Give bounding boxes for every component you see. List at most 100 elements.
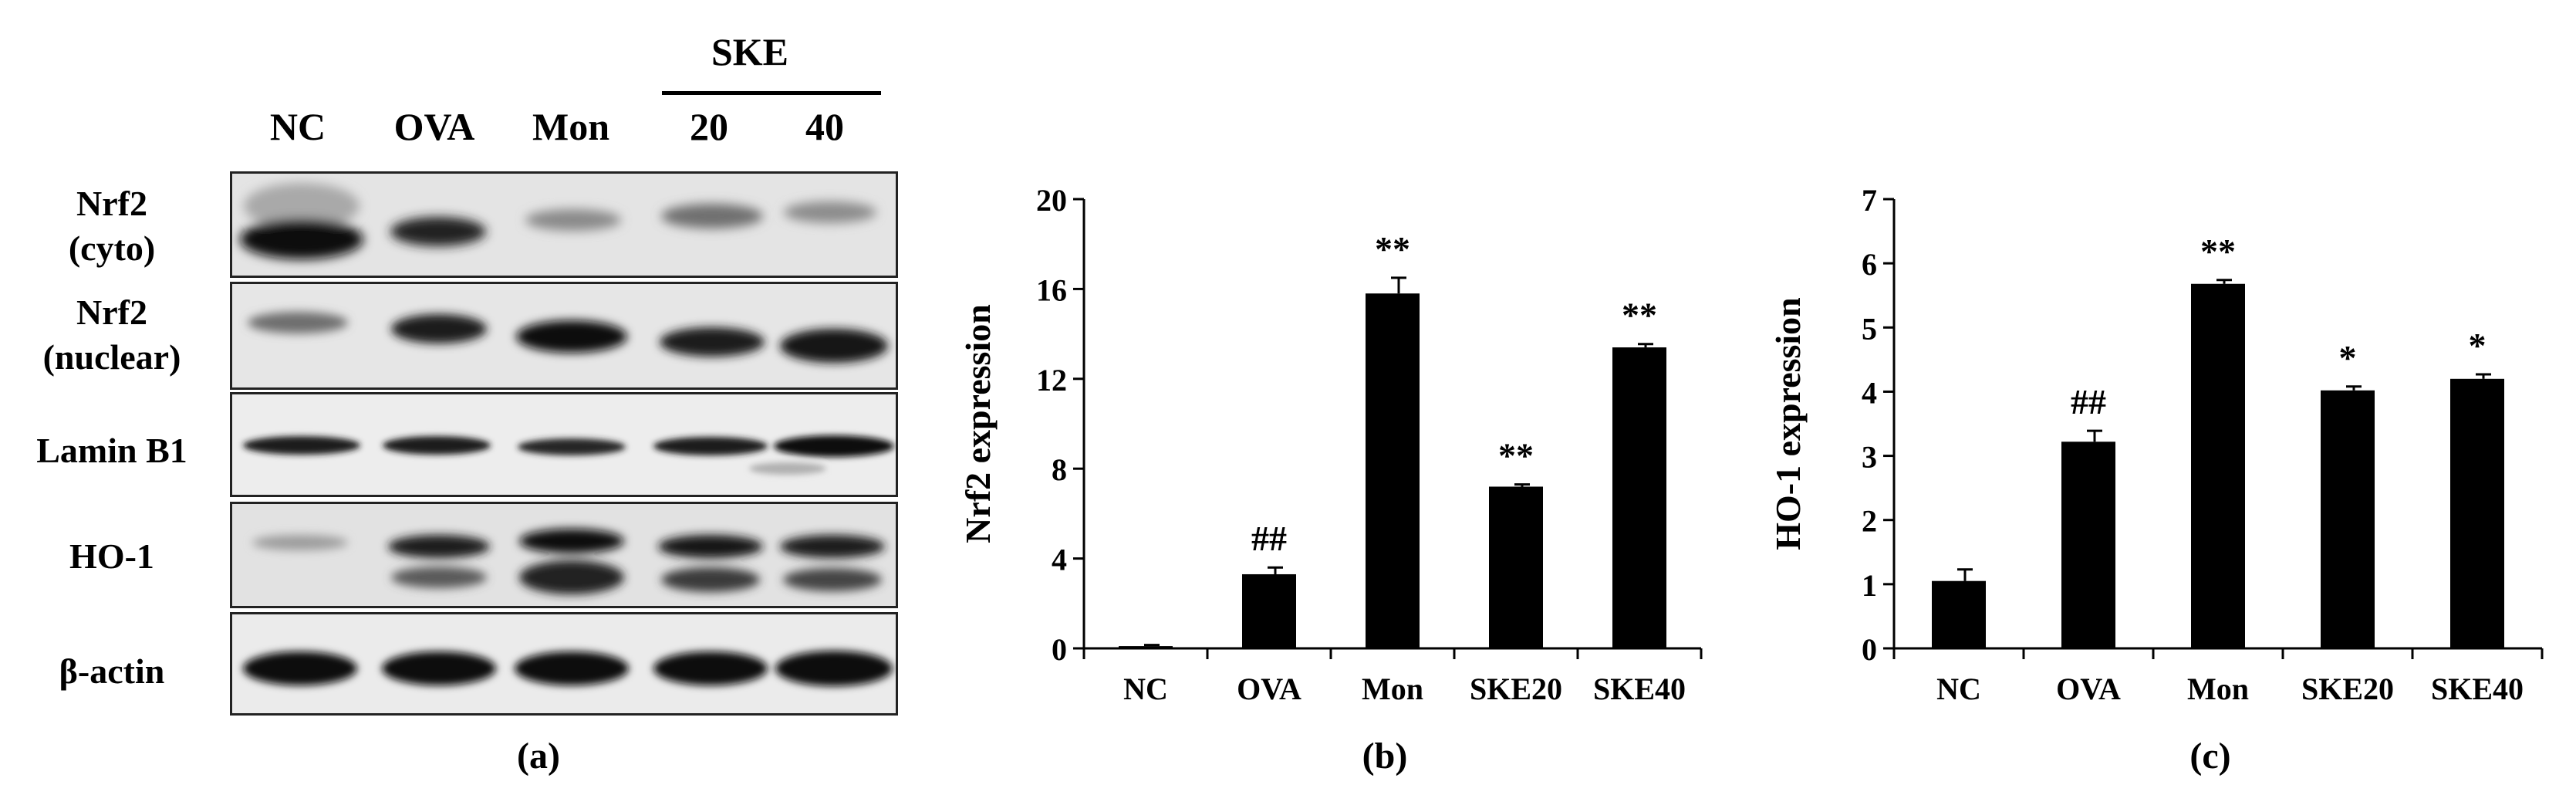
bar <box>2191 283 2245 648</box>
y-axis-label: HO-1 expression <box>1768 297 1808 550</box>
band-beta-actin-nc <box>243 651 357 685</box>
bar <box>1119 646 1173 648</box>
band-nrf2-cyto-ske40 <box>784 201 876 223</box>
band-lamin-b1-ova <box>383 436 491 455</box>
blot-nrf2-cyto-bands <box>240 183 876 259</box>
band-beta-actin-ova <box>382 651 496 685</box>
y-tick-label: 20 <box>1036 183 1067 218</box>
significance-label: ## <box>2071 382 2106 421</box>
panel-c-caption: (c) <box>2189 736 2231 776</box>
y-tick-label: 16 <box>1036 272 1067 307</box>
band-ho1-mon <box>519 529 624 553</box>
band-beta-actin-ske20 <box>653 651 768 685</box>
lane-label-ske40: 40 <box>805 105 844 148</box>
y-tick-label: 7 <box>1862 183 1877 218</box>
blot-nrf2-cyto <box>230 171 898 278</box>
band-ho1-ske20 <box>658 535 763 558</box>
y-tick-label: 4 <box>1862 375 1877 410</box>
significance-label: * <box>2469 326 2487 365</box>
row-label-line1: Nrf2 <box>76 184 147 223</box>
lane-label-ova: OVA <box>393 105 475 148</box>
y-tick-label: 12 <box>1036 363 1067 398</box>
band-nrf2-cyto-mon <box>525 209 621 231</box>
blot-lamin-b1-bands <box>243 435 894 475</box>
band-smear <box>661 567 760 592</box>
band-ho1-ova <box>388 535 490 558</box>
row-label-ho1: HO-1 <box>69 536 154 576</box>
y-tick-label: 8 <box>1052 452 1067 487</box>
band-ho1-ske40 <box>780 535 885 558</box>
lane-label-nc: NC <box>269 105 326 148</box>
band-nrf2-nuclear-ske40 <box>780 329 888 363</box>
bar <box>2321 390 2375 648</box>
band-nrf2-nuclear-ske20 <box>660 327 765 357</box>
x-tick-label: OVA <box>2056 672 2121 706</box>
band-smear <box>391 567 487 588</box>
bar <box>1489 486 1543 648</box>
x-tick-label: Mon <box>1362 672 1423 706</box>
band-nrf2-nuclear-nc <box>248 312 348 333</box>
blot-ho1 <box>230 502 898 608</box>
x-tick-label: NC <box>1936 672 1981 706</box>
band-smear <box>783 568 882 591</box>
band-nrf2-nuclear-mon <box>516 320 627 353</box>
blot-beta-actin-bands <box>243 651 893 686</box>
blot-nrf2-nuclear <box>230 282 898 390</box>
x-tick-label: Mon <box>2187 672 2249 706</box>
x-tick-label: SKE40 <box>1593 672 1686 706</box>
blot-ho1-bands <box>252 529 885 594</box>
x-tick-label: SKE20 <box>2301 672 2394 706</box>
bar <box>1612 347 1666 648</box>
bar <box>1366 293 1420 648</box>
y-tick-label: 0 <box>1862 632 1877 667</box>
band-nrf2-cyto-ske20 <box>661 204 763 228</box>
blot-lamin-b1 <box>230 392 898 497</box>
lane-label-ske20: 20 <box>690 105 728 148</box>
row-label-nrf2-cyto: Nrf2 (cyto) <box>0 181 224 271</box>
row-label-line1: Nrf2 <box>76 293 147 332</box>
y-tick-label: 2 <box>1862 504 1877 539</box>
blot-beta-actin <box>230 612 898 716</box>
row-label-line2: (cyto) <box>68 228 156 268</box>
band-beta-actin-mon <box>515 651 629 685</box>
band-nrf2-cyto-ova <box>390 217 486 246</box>
band-smear <box>244 183 360 229</box>
x-tick-label: OVA <box>1237 672 1302 706</box>
blot-nrf2-nuclear-bands <box>248 312 888 363</box>
band-lamin-b1-mon <box>518 438 626 455</box>
y-tick-label: 0 <box>1052 632 1067 667</box>
chart-ho1: 0 1 2 3 4 5 6 7 HO-1 expression NC ## OVA ** Mon * SKE2… <box>1768 183 2544 706</box>
significance-label: ** <box>1498 436 1534 475</box>
significance-label: ** <box>2200 232 2236 271</box>
band-ho1-nc <box>252 535 348 550</box>
ske-group-line <box>662 91 881 95</box>
bar <box>2450 378 2504 648</box>
significance-label: * <box>2339 338 2357 377</box>
band-smear <box>519 560 624 594</box>
significance-label: ** <box>1622 296 1657 335</box>
row-label-beta-actin: β-actin <box>59 651 165 691</box>
panel-a-caption: (a) <box>517 736 560 776</box>
y-tick-label: 3 <box>1862 440 1877 475</box>
ske-group-label: SKE <box>711 30 789 73</box>
band-lamin-b1-ske20 <box>653 437 768 455</box>
y-tick-label: 6 <box>1862 247 1877 282</box>
band-nrf2-nuclear-ova <box>391 314 487 343</box>
chart-nrf2: 0 4 8 12 16 20 Nrf2 expression NC ## OVA ** Mon ** SK… <box>958 183 1703 706</box>
band-smear <box>749 462 826 475</box>
band-lamin-b1-ske40 <box>774 435 894 457</box>
x-tick-label: SKE40 <box>2431 672 2524 706</box>
y-axis-label: Nrf2 expression <box>958 304 998 543</box>
band-beta-actin-ske40 <box>775 651 893 686</box>
y-tick-label: 1 <box>1862 568 1877 603</box>
significance-label: ** <box>1375 229 1410 269</box>
x-tick-label: SKE20 <box>1470 672 1562 706</box>
y-tick-label: 4 <box>1052 543 1067 577</box>
row-label-line2: (nuclear) <box>42 337 181 377</box>
row-label-nrf2-nuclear: Nrf2 (nuclear) <box>0 290 224 380</box>
lane-label-mon: Mon <box>532 105 609 148</box>
bar <box>1242 573 1296 648</box>
bar <box>2061 442 2115 648</box>
bar <box>1932 580 1986 648</box>
y-tick-label: 5 <box>1862 311 1877 346</box>
